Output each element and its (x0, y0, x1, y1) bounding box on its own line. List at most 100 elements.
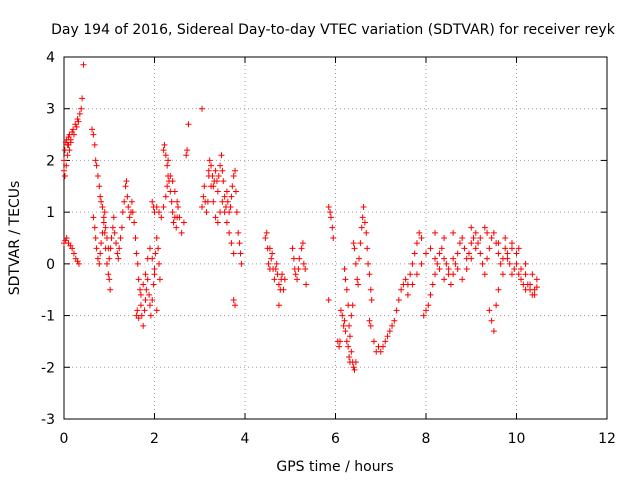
data-point (70, 126, 77, 133)
data-point (350, 364, 357, 371)
data-point (472, 229, 479, 236)
data-point (289, 245, 296, 252)
data-point (263, 229, 270, 236)
data-point (280, 286, 287, 293)
data-point (275, 302, 282, 309)
data-point (395, 297, 402, 304)
data-point (504, 255, 511, 262)
data-point (184, 147, 191, 154)
data-point (103, 260, 110, 267)
y-tick-label: 4 (46, 50, 55, 66)
data-point (272, 266, 279, 273)
data-point (527, 281, 534, 288)
data-point (303, 281, 310, 288)
data-point (218, 152, 225, 159)
data-point (269, 250, 276, 257)
data-point (425, 302, 432, 309)
x-axis-label: GPS time / hours (276, 459, 393, 475)
data-point (100, 214, 107, 221)
data-point (447, 281, 454, 288)
data-point (206, 157, 213, 164)
data-point (407, 271, 414, 278)
data-point (518, 276, 525, 283)
data-point (223, 219, 230, 226)
data-point (121, 198, 128, 205)
data-point (236, 240, 243, 247)
data-point (137, 291, 144, 298)
x-tick-label: 8 (422, 431, 431, 447)
data-point (327, 209, 334, 216)
data-point (75, 118, 82, 125)
data-point (456, 240, 463, 247)
data-point (468, 224, 475, 231)
data-point (185, 121, 192, 128)
y-tick-label: -2 (41, 360, 55, 376)
data-point (170, 219, 177, 226)
data-point (481, 224, 488, 231)
data-point (142, 271, 149, 278)
data-point (346, 353, 353, 360)
data-point (423, 307, 429, 314)
y-tick-label: 2 (46, 153, 55, 169)
data-points (61, 61, 540, 373)
data-point (445, 266, 452, 273)
data-point (63, 235, 70, 241)
data-point (178, 229, 185, 236)
data-point (348, 348, 355, 355)
data-point (176, 214, 183, 221)
data-point (434, 260, 441, 267)
data-point (268, 255, 275, 262)
data-point (98, 240, 105, 247)
data-point (358, 224, 365, 231)
data-point (75, 260, 82, 267)
data-point (351, 366, 358, 373)
data-point (180, 219, 187, 226)
data-point (450, 255, 457, 262)
data-point (418, 235, 425, 241)
data-point (70, 131, 77, 138)
chart-title: Day 194 of 2016, Sidereal Day-to-day VTE… (51, 22, 616, 38)
data-point (106, 255, 113, 262)
data-point (72, 121, 79, 128)
data-point (461, 245, 468, 252)
data-point (515, 271, 522, 278)
data-point (355, 281, 362, 288)
data-point (221, 193, 228, 200)
data-point (273, 260, 280, 267)
data-point (165, 157, 172, 164)
data-point (138, 312, 145, 319)
data-point (203, 209, 210, 216)
data-point (164, 183, 171, 190)
data-point (74, 258, 81, 265)
data-point (232, 167, 239, 174)
data-point (73, 123, 80, 130)
data-point (80, 61, 87, 68)
data-point (208, 183, 215, 190)
y-tick-label: -1 (41, 309, 55, 325)
data-point (337, 307, 344, 314)
data-point (199, 105, 206, 112)
x-tick-label: 6 (331, 431, 340, 447)
data-point (438, 245, 445, 252)
data-point (336, 343, 343, 350)
data-point (341, 317, 348, 324)
data-point (238, 260, 245, 267)
x-tick-label: 12 (598, 431, 616, 447)
data-point (160, 147, 167, 154)
data-point (504, 250, 511, 257)
data-point (116, 245, 123, 252)
data-point (97, 193, 104, 200)
data-point (429, 281, 436, 288)
data-point (171, 188, 178, 195)
data-point (502, 245, 509, 252)
data-point (418, 260, 425, 267)
data-point (296, 255, 303, 262)
data-point (382, 338, 389, 345)
data-point (66, 147, 73, 154)
data-point (110, 214, 117, 221)
x-tick-label: 4 (241, 431, 250, 447)
data-point (345, 343, 352, 350)
data-point (341, 266, 348, 273)
data-point (94, 172, 101, 179)
data-point (131, 219, 138, 226)
